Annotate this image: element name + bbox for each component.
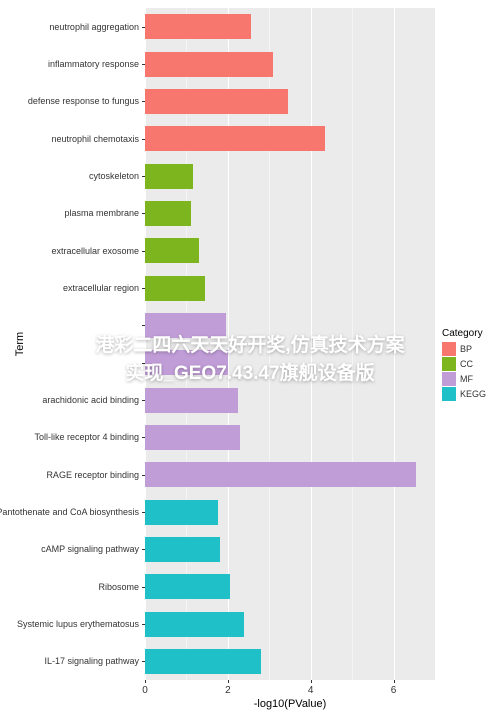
y-tick-label: IL-17 signaling pathway <box>44 656 139 666</box>
legend-swatch <box>442 357 456 371</box>
y-tick-label: arachidonic acid binding <box>42 395 139 405</box>
legend-item: BP <box>442 342 486 356</box>
legend-swatch <box>442 342 456 356</box>
legend-swatch <box>442 372 456 386</box>
bar <box>145 350 228 375</box>
legend-label: BP <box>460 344 472 354</box>
legend-swatch <box>442 387 456 401</box>
y-tick-label: inflammatory response <box>48 59 139 69</box>
legend-item: MF <box>442 372 486 386</box>
x-tick-label: 0 <box>142 685 148 696</box>
y-tick-label: defense response to fungus <box>28 96 139 106</box>
y-axis-title: Term <box>14 332 26 356</box>
bar <box>145 276 205 301</box>
bar <box>145 201 191 226</box>
bar <box>145 388 238 413</box>
bar <box>145 462 416 487</box>
legend-label: KEGG <box>460 389 486 399</box>
x-tick-label: 4 <box>308 685 314 696</box>
legend-label: MF <box>460 374 473 384</box>
bar <box>145 649 261 674</box>
bar <box>145 89 288 114</box>
legend-item: CC <box>442 357 486 371</box>
y-tick-label: plasma membrane <box>64 208 139 218</box>
y-tick-label: Pantothenate and CoA biosynthesis <box>0 507 139 517</box>
bar <box>145 500 218 525</box>
legend: Category BP CC MF KEGG <box>442 328 486 402</box>
bar <box>145 238 199 263</box>
y-tick-label: extracellular region <box>63 283 139 293</box>
bar <box>145 52 273 77</box>
bar <box>145 14 251 39</box>
bar <box>145 313 226 338</box>
x-tick-label: 6 <box>391 685 397 696</box>
y-tick-label: cAMP signaling pathway <box>41 544 139 554</box>
bar <box>145 612 244 637</box>
x-axis-title: -log10(PValue) <box>254 698 327 710</box>
bar <box>145 126 325 151</box>
legend-title: Category <box>442 328 486 339</box>
bar <box>145 537 220 562</box>
y-tick-label: cytoskeleton <box>89 171 139 181</box>
y-tick-label: RAGE receptor binding <box>46 470 139 480</box>
x-tick-label: 2 <box>225 685 231 696</box>
legend-label: CC <box>460 359 473 369</box>
y-tick-label: Ribosome <box>98 582 139 592</box>
legend-item: KEGG <box>442 387 486 401</box>
y-tick-label: neutrophil aggregation <box>49 22 139 32</box>
bar <box>145 164 193 189</box>
y-tick-label: extracellular exosome <box>51 246 139 256</box>
bar <box>145 574 230 599</box>
bar <box>145 425 240 450</box>
y-tick-label: neutrophil chemotaxis <box>51 134 139 144</box>
y-tick-label: Toll-like receptor 4 binding <box>34 432 139 442</box>
y-tick-label: Systemic lupus erythematosus <box>17 619 139 629</box>
